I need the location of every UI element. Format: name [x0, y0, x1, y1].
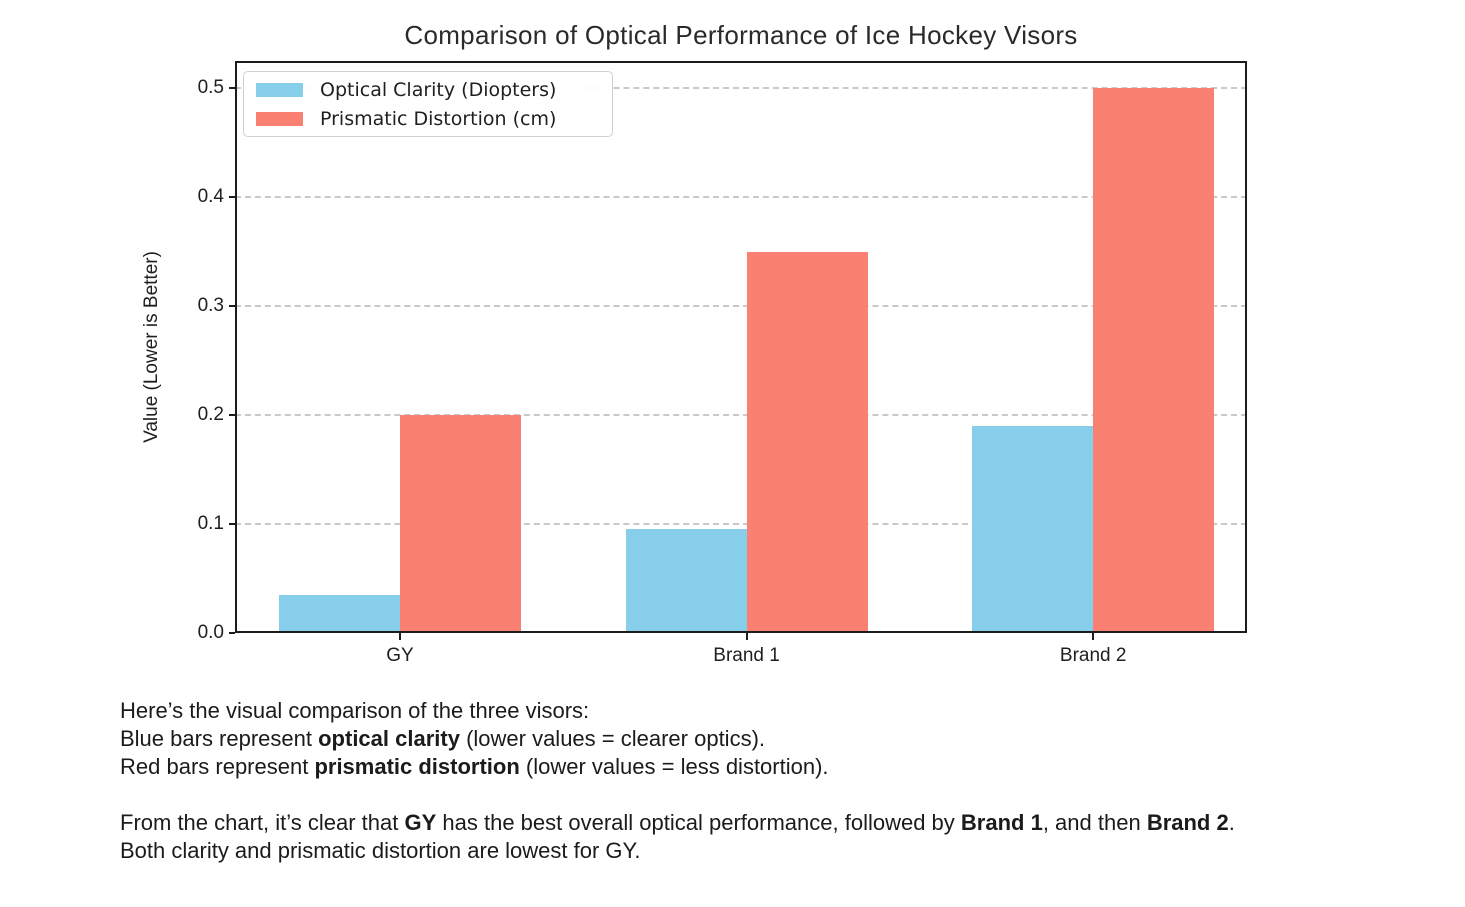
caption-text-run: (lower values = clearer optics). — [459, 726, 766, 751]
chart-title: Comparison of Optical Performance of Ice… — [404, 20, 1078, 50]
caption-text-run: (lower values = less distortion). — [519, 754, 829, 779]
distortion-swatch-icon — [256, 111, 303, 126]
bar-gy-series1 — [399, 415, 521, 633]
gridline — [235, 87, 1247, 90]
y-tick — [229, 305, 235, 308]
caption-bold-text: Brand 2 — [1146, 810, 1229, 835]
gridline — [235, 523, 1247, 526]
y-tick — [229, 87, 235, 90]
legend: Optical Clarity (Diopters) Prismatic Dis… — [243, 71, 613, 137]
y-tick-label: 0.3 — [197, 295, 224, 317]
y-tick — [229, 196, 235, 199]
y-tick-label: 0.5 — [197, 77, 224, 99]
bar-brand-2-series0 — [972, 425, 1094, 633]
caption-text-run: has the best overall optical performance… — [436, 810, 961, 835]
y-tick — [229, 523, 235, 526]
x-tick-label: Brand 2 — [1059, 645, 1127, 666]
caption-text-run: , and then — [1042, 810, 1147, 835]
caption-text: Here’s the visual comparison of the thre… — [120, 697, 1390, 893]
y-tick-label: 0.1 — [197, 513, 224, 535]
y-tick — [229, 414, 235, 417]
gridline — [235, 414, 1247, 417]
clarity-swatch-icon — [256, 82, 303, 97]
caption-bold-text: GY — [404, 810, 437, 835]
legend-item-clarity: Optical Clarity (Diopters) — [256, 79, 612, 101]
caption-text-run: Red bars represent — [120, 754, 315, 779]
bar-brand-1-series1 — [746, 251, 868, 633]
y-tick-label: 0.2 — [197, 404, 224, 426]
caption-text-run: Here’s the visual comparison of the thre… — [120, 698, 590, 723]
gridline — [235, 305, 1247, 308]
caption-text-run: From the chart, it’s clear that — [120, 810, 405, 835]
x-tick — [398, 633, 401, 640]
bar-brand-2-series1 — [1093, 88, 1215, 633]
caption-text-run: Blue bars represent — [120, 726, 319, 751]
x-tick-label: Brand 1 — [713, 645, 780, 666]
bar-gy-series0 — [278, 594, 400, 633]
caption-text-run: . — [1228, 810, 1235, 835]
y-tick — [229, 632, 235, 634]
y-tick-label: 0.0 — [197, 622, 224, 643]
gridline — [235, 196, 1247, 199]
x-tick — [1092, 633, 1095, 640]
legend-item-distortion: Prismatic Distortion (cm) — [256, 108, 612, 130]
caption-bold-text: optical clarity — [318, 726, 460, 751]
caption-bold-text: Brand 1 — [960, 810, 1043, 835]
x-tick — [745, 633, 748, 640]
legend-label: Optical Clarity (Diopters) — [320, 78, 557, 101]
x-tick-label: GY — [386, 645, 414, 666]
caption-text-run: Both clarity and prismatic distortion ar… — [120, 838, 641, 863]
y-tick-label: 0.4 — [197, 186, 224, 208]
caption-bold-text: prismatic distortion — [314, 754, 520, 779]
bar-brand-1-series0 — [625, 529, 747, 633]
legend-label: Prismatic Distortion (cm) — [320, 107, 557, 130]
